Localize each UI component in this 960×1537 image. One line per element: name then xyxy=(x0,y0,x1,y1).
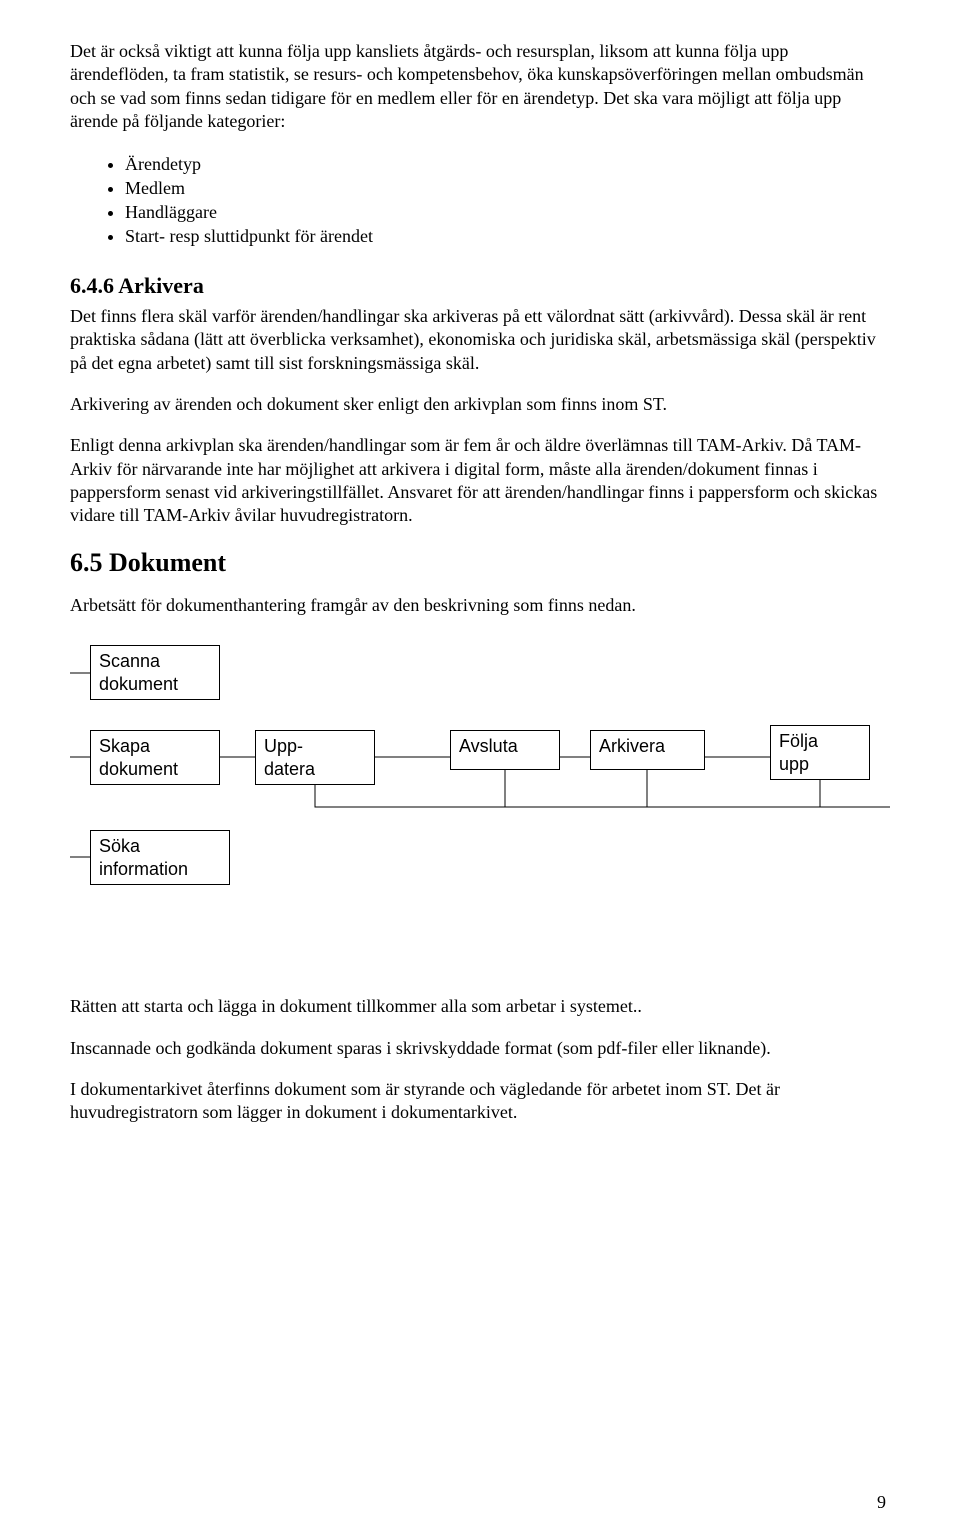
paragraph: Det finns flera skäl varför ärenden/hand… xyxy=(70,305,890,375)
bullet-item: Start- resp sluttidpunkt för ärendet xyxy=(125,224,890,248)
paragraph: I dokumentarkivet återfinns dokument som… xyxy=(70,1078,890,1125)
bullet-item: Medlem xyxy=(125,176,890,200)
flowchart-node-avsluta: Avsluta xyxy=(450,730,560,770)
flowchart-node-soka: Söka information xyxy=(90,830,230,885)
bullet-list: Ärendetyp Medlem Handläggare Start- resp… xyxy=(70,152,890,249)
flowchart-node-arkivera: Arkivera xyxy=(590,730,705,770)
paragraph: Arkivering av ärenden och dokument sker … xyxy=(70,393,890,416)
flowchart-node-upp: Upp- datera xyxy=(255,730,375,785)
paragraph: Arbetsätt för dokumenthantering framgår … xyxy=(70,594,890,617)
paragraph: Rätten att starta och lägga in dokument … xyxy=(70,995,890,1018)
paragraph: Inscannade och godkända dokument sparas … xyxy=(70,1037,890,1060)
flowchart-document-handling: Scanna dokument Skapa dokument Upp- datera… xyxy=(70,635,890,955)
heading-6-4-6: 6.4.6 Arkivera xyxy=(70,273,890,299)
bullet-item: Handläggare xyxy=(125,200,890,224)
flowchart-edge xyxy=(315,785,890,807)
flowchart-node-folja: Följa upp xyxy=(770,725,870,780)
document-page: Det är också viktigt att kunna följa upp… xyxy=(0,0,960,1537)
bullet-item: Ärendetyp xyxy=(125,152,890,176)
flowchart-node-skapa: Skapa dokument xyxy=(90,730,220,785)
paragraph-intro: Det är också viktigt att kunna följa upp… xyxy=(70,40,890,134)
paragraph: Enligt denna arkivplan ska ärenden/handl… xyxy=(70,434,890,528)
page-number: 9 xyxy=(877,1492,886,1513)
heading-6-5: 6.5 Dokument xyxy=(70,548,890,578)
flowchart-node-scanna: Scanna dokument xyxy=(90,645,220,700)
